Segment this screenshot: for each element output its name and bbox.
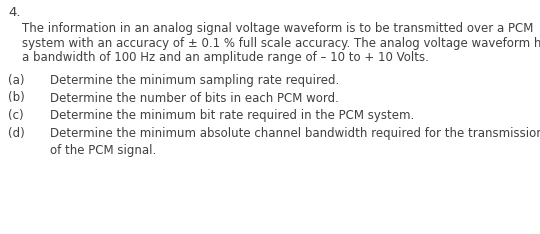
Text: (a): (a) [8,74,24,87]
Text: Determine the minimum bit rate required in the PCM system.: Determine the minimum bit rate required … [50,109,414,122]
Text: system with an accuracy of ± 0.1 % full scale accuracy. The analog voltage wavef: system with an accuracy of ± 0.1 % full … [22,37,540,50]
Text: Determine the number of bits in each PCM word.: Determine the number of bits in each PCM… [50,91,339,105]
Text: The information in an analog signal voltage waveform is to be transmitted over a: The information in an analog signal volt… [22,22,534,35]
Text: Determine the minimum sampling rate required.: Determine the minimum sampling rate requ… [50,74,339,87]
Text: (c): (c) [8,109,24,122]
Text: a bandwidth of 100 Hz and an amplitude range of – 10 to + 10 Volts.: a bandwidth of 100 Hz and an amplitude r… [22,51,429,64]
Text: 4.: 4. [8,6,21,19]
Text: (d): (d) [8,127,25,139]
Text: of the PCM signal.: of the PCM signal. [50,144,156,157]
Text: (b): (b) [8,91,25,105]
Text: Determine the minimum absolute channel bandwidth required for the transmission: Determine the minimum absolute channel b… [50,127,540,139]
